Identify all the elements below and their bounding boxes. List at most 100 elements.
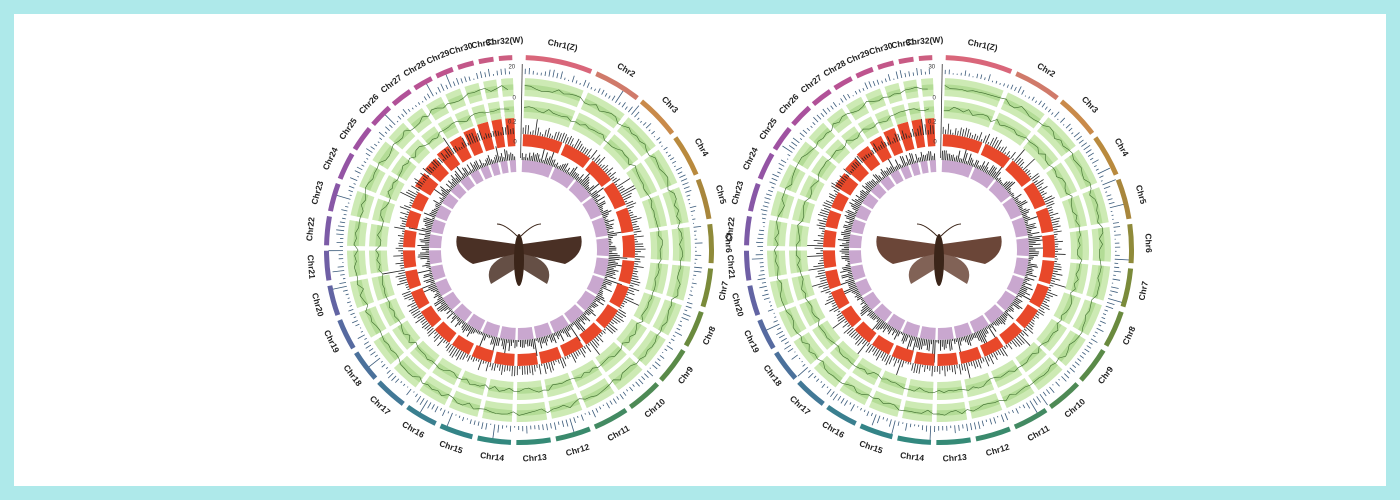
green-band [611,361,639,386]
histogram-bar [607,234,618,237]
histogram-bar [577,415,579,418]
histogram-bar [1016,295,1019,298]
histogram-bar [443,339,446,343]
red-segment [825,269,842,290]
histogram-bar [844,400,848,406]
histogram-bar [489,362,492,367]
red-segment [405,210,422,230]
histogram-bar [591,187,604,198]
histogram-bar [632,223,637,226]
histogram-bar [791,354,798,360]
histogram-bar [862,88,865,91]
histogram-bar [580,414,584,421]
scale-line [520,64,523,159]
histogram-bar [761,217,766,220]
histogram-bar [588,411,591,416]
green-band [861,121,877,134]
histogram-bar [830,391,835,398]
histogram-bar [964,127,968,137]
chromosome-label: Chr13 [522,452,547,464]
histogram-bar [859,190,868,197]
histogram-bar [850,404,855,412]
histogram-bar [1019,208,1023,211]
histogram-bar [591,302,597,308]
histogram-bar [829,193,837,198]
histogram-bar [1019,406,1021,409]
histogram-bar [1027,232,1040,235]
histogram-bar [849,220,854,223]
histogram-bar [853,333,859,339]
chromosome-label: Chr16 [820,419,846,440]
histogram-bar [633,270,639,273]
histogram-bar [1020,208,1027,212]
chromosome-arc [757,319,776,350]
histogram-bar [557,421,560,425]
histogram-bar [685,305,692,309]
histogram-bar [453,312,456,316]
histogram-bar [881,352,887,362]
histogram-bar [1032,398,1038,406]
histogram-bar [910,132,913,138]
histogram-bar [651,130,655,135]
histogram-bar [818,283,829,288]
histogram-bar [825,200,833,204]
histogram-bar [473,420,476,426]
histogram-bar [981,420,984,427]
histogram-bar [387,372,394,379]
histogram-bar [960,158,963,163]
histogram-bar [988,166,996,176]
histogram-bar [430,287,438,292]
histogram-bar [823,218,828,220]
chromosome-label: Chr6 [1143,233,1154,253]
histogram-bar [1017,201,1028,208]
histogram-bar [1019,161,1025,167]
histogram-bar [496,70,498,76]
histogram-bar [1010,151,1016,159]
chromosome-label: Chr18 [341,363,364,388]
histogram-bar [888,326,894,335]
histogram-bar [564,356,567,360]
chromosome-arc [833,76,853,91]
red-segment [958,346,982,364]
green-band [393,127,412,146]
histogram-bar [987,165,994,175]
histogram-bar [364,337,367,340]
histogram-bar [412,310,421,316]
histogram-bar [454,173,462,182]
purple-segment [969,314,990,333]
histogram-bar [401,220,407,223]
histogram-bar [606,402,610,409]
histogram-bar [428,329,436,337]
histogram-bar [1031,96,1035,101]
histogram-bar [884,354,889,362]
histogram-bar [464,76,467,83]
histogram-bar [1106,194,1112,197]
histogram-bar [955,338,957,343]
red-segment [603,182,626,210]
histogram-bar [1011,194,1015,198]
histogram-bar [403,293,412,297]
histogram-bar [854,157,862,165]
histogram-bar [401,222,406,225]
histogram-bar [671,160,677,164]
histogram-bar [1044,106,1048,110]
histogram-bar [348,189,354,193]
histogram-bar [1028,243,1041,246]
histogram-bar [1045,200,1054,205]
histogram-bar [778,162,785,167]
purple-segment [937,326,954,340]
histogram-bar [463,172,467,178]
histogram-bar [461,137,468,147]
histogram-bar [533,364,536,372]
histogram-bar [366,148,373,153]
histogram-bar [1009,305,1015,310]
histogram-bar [1027,263,1037,266]
green-band [1069,153,1092,188]
histogram-bar [556,331,560,337]
histogram-bar [967,335,972,346]
histogram-bar [905,133,908,139]
histogram-bar [978,165,982,170]
histogram-bar [439,407,442,411]
histogram-bar [497,364,499,368]
histogram-bar [780,159,787,164]
